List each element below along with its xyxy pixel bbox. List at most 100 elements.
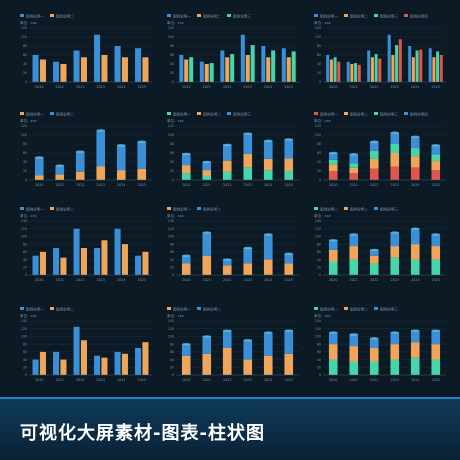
y-tick-label: 0 — [172, 178, 174, 182]
y-tick-label: 20 — [170, 365, 174, 369]
bar-cap — [284, 138, 294, 141]
bar — [391, 55, 395, 82]
y-tick-label: 40 — [170, 258, 174, 262]
bar — [181, 173, 191, 180]
bar — [263, 259, 273, 275]
y-tick-label: 40 — [317, 62, 321, 66]
x-tick-label: 2024 — [411, 183, 419, 187]
y-tick-label: 60 — [23, 250, 27, 254]
bar — [222, 259, 232, 266]
y-tick-label: 20 — [170, 265, 174, 269]
bar — [96, 166, 106, 180]
bar — [60, 64, 67, 82]
y-tick-label: 40 — [317, 160, 321, 164]
bar — [271, 50, 276, 82]
bar — [349, 346, 359, 362]
bar-cap — [137, 140, 147, 143]
bar — [114, 46, 121, 82]
bar — [116, 145, 126, 171]
bar — [431, 330, 441, 345]
bar — [349, 167, 359, 174]
y-tick-label: 20 — [317, 365, 321, 369]
bar — [80, 248, 87, 275]
bar — [181, 153, 191, 166]
bar — [369, 338, 379, 348]
y-tick-label: 140 — [21, 319, 27, 323]
bar-cap — [243, 339, 253, 342]
x-tick-label: 2020 — [329, 85, 337, 89]
bar — [243, 167, 253, 180]
bar — [34, 157, 44, 176]
y-tick-label: 140 — [168, 319, 174, 323]
bar — [94, 34, 101, 82]
bar-chart-2: 图例说明一 图例说明二 图例说明三 单位：xxx 0 20 40 60 80 100 120 2020… — [165, 12, 303, 90]
bar — [240, 34, 245, 82]
y-tick-label: 40 — [317, 358, 321, 362]
y-tick-label: 120 — [315, 227, 321, 231]
y-tick-label: 0 — [319, 178, 321, 182]
bar — [184, 59, 189, 82]
legend-swatch — [344, 307, 348, 310]
x-tick-label: 2025 — [138, 85, 146, 89]
bar-chart-8: 图例说明一 图例说明二 单位：xxx 0 20 40 60 80 100 120 140 2020 20… — [165, 205, 303, 283]
bar — [243, 340, 253, 360]
bar-chart-6: 图例说明一 图例说明二 图例说明三 图例说明四 单位：xxx 0 20 40 60 80 100 12… — [312, 110, 450, 188]
legend-swatch — [404, 14, 408, 17]
y-tick-label: 20 — [170, 169, 174, 173]
bar-chart-5: 图例说明一 图例说明二 图例说明三 单位：xxx 0 20 40 60 80 100 120 2020… — [165, 110, 303, 188]
legend-swatch — [20, 307, 24, 310]
unit-label: 单位：xxx — [314, 313, 331, 318]
bar — [101, 357, 108, 375]
bar — [284, 158, 294, 171]
bar — [94, 248, 101, 275]
bar — [53, 248, 60, 275]
bar — [410, 228, 420, 245]
bar — [349, 361, 359, 375]
bar — [181, 355, 191, 375]
bar — [328, 344, 338, 360]
legend-label: 图例说明三 — [380, 307, 398, 312]
bar — [55, 165, 65, 175]
x-tick-label: 2024 — [411, 278, 419, 282]
bar — [266, 57, 271, 82]
bar — [410, 357, 420, 375]
bar — [181, 165, 191, 174]
bar — [337, 61, 341, 82]
bar — [431, 234, 441, 247]
legend-swatch — [314, 112, 318, 115]
bar — [328, 164, 338, 171]
x-tick-label: 2021 — [350, 278, 358, 282]
bar-cap — [431, 233, 441, 236]
y-tick-label: 60 — [317, 250, 321, 254]
title-banner: 可视化大屏素材-图表-柱状图 — [0, 397, 460, 460]
y-tick-label: 0 — [319, 373, 321, 377]
legend-label: 图例说明二 — [350, 207, 368, 212]
bar — [222, 265, 232, 275]
bar — [222, 330, 232, 348]
bar — [32, 55, 39, 82]
y-tick-label: 20 — [317, 265, 321, 269]
x-tick-label: 2025 — [138, 378, 146, 382]
unit-label: 单位：xxx — [167, 313, 184, 318]
x-tick-label: 2024 — [117, 85, 125, 89]
x-tick-label: 2023 — [97, 85, 105, 89]
y-tick-label: 20 — [317, 169, 321, 173]
bar — [121, 57, 128, 82]
bar — [387, 34, 391, 82]
y-tick-label: 60 — [23, 53, 27, 57]
y-tick-label: 60 — [23, 151, 27, 155]
bar — [410, 148, 420, 157]
bar — [281, 48, 286, 82]
bar-cap — [263, 233, 273, 236]
bar — [378, 58, 382, 82]
bar — [209, 63, 214, 82]
legend-swatch — [374, 14, 378, 17]
bar — [101, 240, 108, 275]
bar — [431, 344, 441, 360]
bar — [142, 251, 149, 275]
legend-swatch — [374, 207, 378, 210]
x-tick-label: 2025 — [285, 378, 293, 382]
legend-label: 图例说明二 — [350, 112, 368, 117]
bar — [202, 353, 212, 375]
